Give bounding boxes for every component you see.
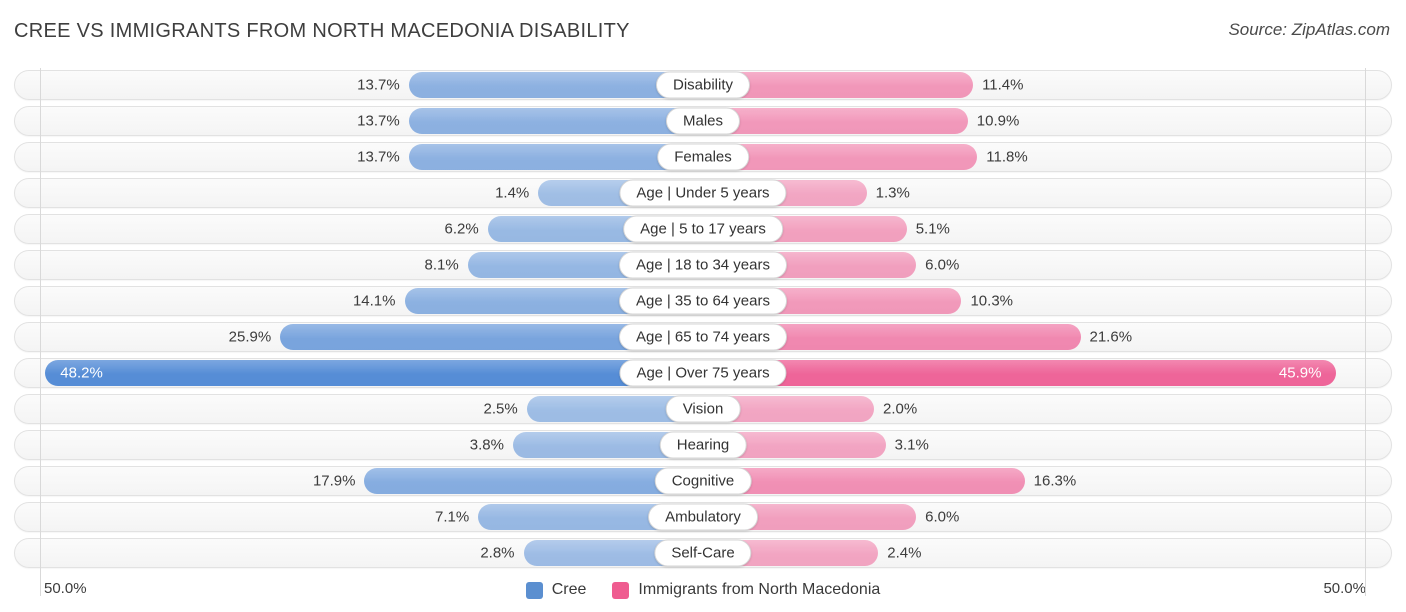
right-value-label: 2.4% [887,544,922,562]
left-bar [364,468,703,494]
left-value-label: 2.5% [483,400,518,418]
right-value-label: 11.8% [986,148,1028,166]
chart-row: 6.2% 5.1% Age | 5 to 17 years [14,214,1392,244]
category-label: Cognitive [654,467,752,495]
right-value-label: 3.1% [894,436,929,454]
left-bar [408,72,703,98]
right-value-label: 6.0% [925,508,960,526]
category-label: Disability [655,71,751,99]
right-value-label: 1.3% [875,184,910,202]
chart-row: 48.2% 45.9% Age | Over 75 years [14,358,1392,388]
left-axis-gridline [40,68,41,596]
chart-row: 7.1% 6.0% Ambulatory [14,502,1392,532]
category-label: Age | 5 to 17 years [623,215,783,243]
right-value-label: 2.0% [883,400,918,418]
bar-chart: 13.7% 11.4% Disability 13.7% 10.9% Males 13.7%… [14,68,1392,596]
category-label: Age | Under 5 years [619,179,787,207]
chart-row: 13.7% 11.4% Disability [14,70,1392,100]
legend-item-cree: Cree [525,581,587,599]
x-axis-right-label: 50.0% [1323,580,1366,597]
left-value-label: 2.8% [480,544,515,562]
left-value-label: 8.1% [424,256,459,274]
right-value-label: 45.9% [1278,364,1322,382]
category-label: Age | Over 75 years [619,359,787,387]
legend: Cree Immigrants from North Macedonia [14,574,1392,606]
left-bar [408,108,703,134]
category-label: Females [657,143,749,171]
chart-row: 8.1% 6.0% Age | 18 to 34 years [14,250,1392,280]
x-axis-left-label: 50.0% [44,580,87,597]
right-value-label: 21.6% [1089,328,1133,346]
left-value-label: 14.1% [352,292,396,310]
category-label: Ambulatory [648,503,758,531]
left-value-label: 17.9% [312,472,356,490]
right-value-label: 10.9% [976,112,1020,130]
page-title: CREE VS IMMIGRANTS FROM NORTH MACEDONIA … [14,20,630,42]
chart-row: 25.9% 21.6% Age | 65 to 74 years [14,322,1392,352]
left-value-label: 3.8% [469,436,504,454]
left-value-label: 6.2% [444,220,479,238]
category-label: Vision [665,395,741,423]
immigrants-color-swatch-icon [612,581,630,599]
chart-row: 2.8% 2.4% Self-Care [14,538,1392,568]
left-value-label: 13.7% [357,112,400,130]
category-label: Age | 35 to 64 years [619,287,787,315]
header: CREE VS IMMIGRANTS FROM NORTH MACEDONIA … [0,0,1406,70]
left-value-label: 25.9% [228,328,272,346]
cree-color-swatch-icon [525,581,543,599]
legend-item-immigrants: Immigrants from North Macedonia [612,581,880,599]
left-bar [408,144,703,170]
legend-label: Immigrants from North Macedonia [638,581,881,598]
right-bar [703,360,1337,386]
right-value-label: 11.4% [982,76,1024,94]
right-value-label: 5.1% [915,220,950,238]
left-value-label: 13.7% [357,76,400,94]
right-value-label: 16.3% [1033,472,1077,490]
left-value-label: 7.1% [435,508,470,526]
source-credit: Source: ZipAtlas.com [1228,20,1390,39]
chart-row: 1.4% 1.3% Age | Under 5 years [14,178,1392,208]
right-value-label: 10.3% [970,292,1014,310]
category-label: Males [665,107,741,135]
category-label: Hearing [659,431,747,459]
category-label: Age | 65 to 74 years [619,323,787,351]
chart-row: 13.7% 11.8% Females [14,142,1392,172]
chart-row: 14.1% 10.3% Age | 35 to 64 years [14,286,1392,316]
left-value-label: 1.4% [495,184,530,202]
chart-footer: 50.0% 50.0% Cree Immigrants from North M… [14,574,1392,606]
chart-row: 13.7% 10.9% Males [14,106,1392,136]
chart-rows: 13.7% 11.4% Disability 13.7% 10.9% Males 13.7%… [14,70,1392,568]
left-bar [45,360,703,386]
chart-row: 17.9% 16.3% Cognitive [14,466,1392,496]
left-value-label: 48.2% [60,364,103,382]
chart-row: 2.5% 2.0% Vision [14,394,1392,424]
right-value-label: 6.0% [925,256,960,274]
right-bar [703,468,1025,494]
chart-row: 3.8% 3.1% Hearing [14,430,1392,460]
category-label: Age | 18 to 34 years [619,251,787,279]
legend-label: Cree [551,581,587,598]
left-value-label: 13.7% [357,148,400,166]
right-bar [703,108,968,134]
right-axis-gridline [1365,68,1366,596]
category-label: Self-Care [654,539,752,567]
